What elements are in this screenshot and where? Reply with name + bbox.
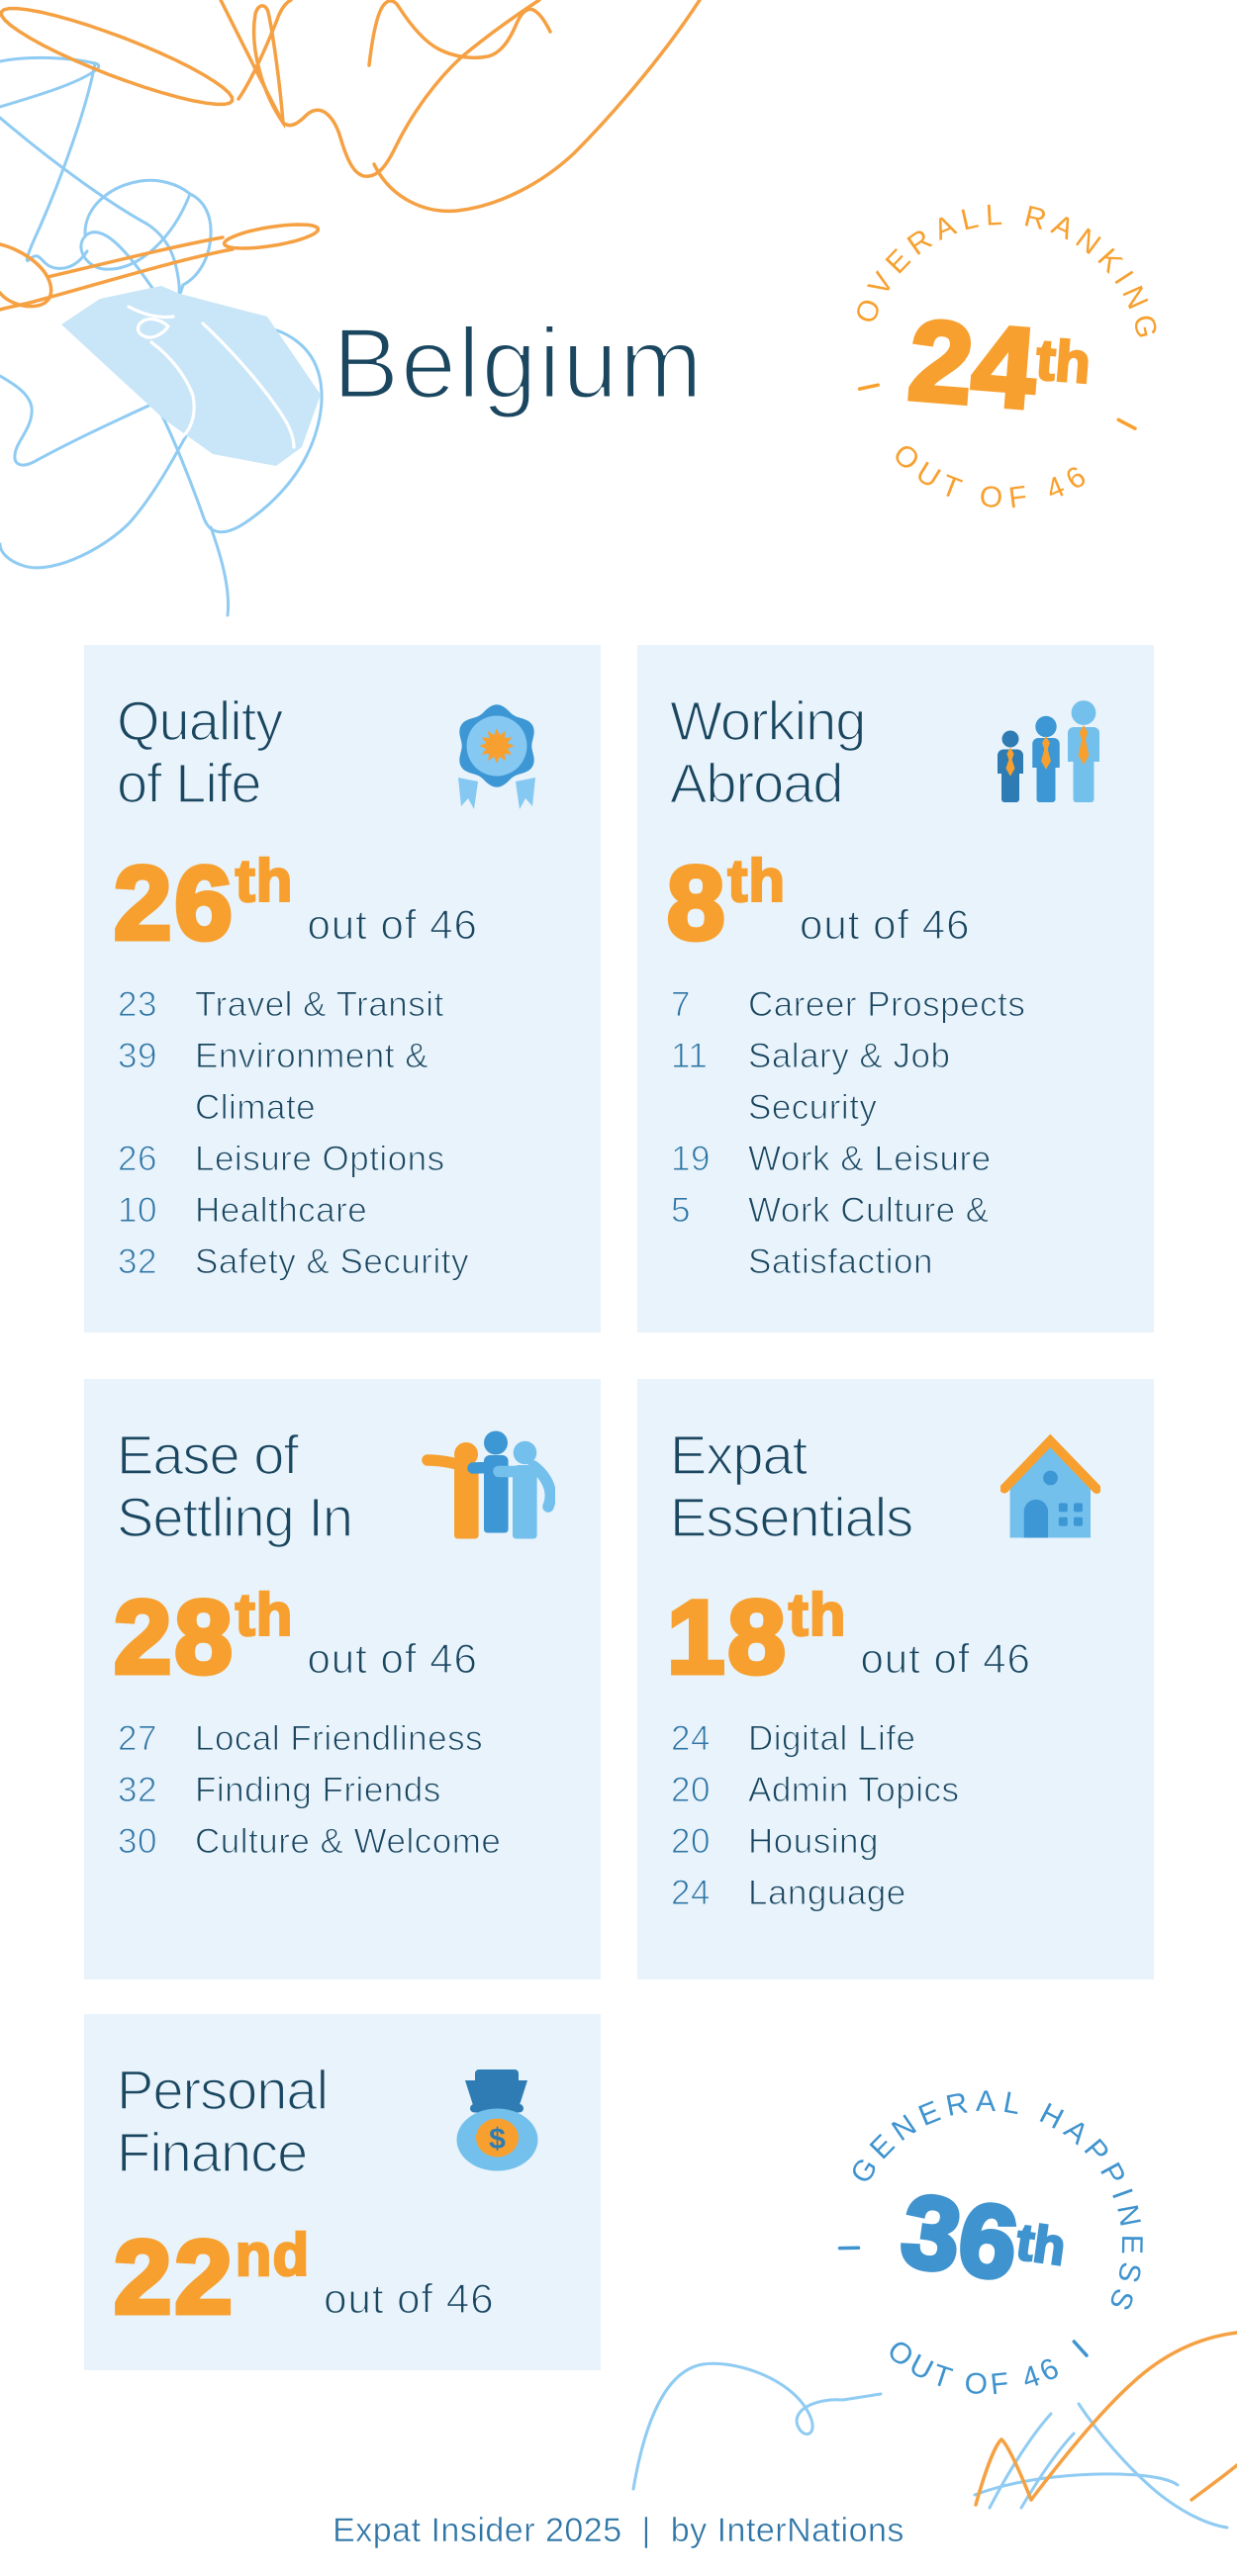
svg-text:$: $ [489, 2123, 506, 2156]
svg-text:OUT OF 46: OUT OF 46 [881, 2334, 1068, 2401]
svg-text:OUT OF 46: OUT OF 46 [887, 437, 1098, 514]
